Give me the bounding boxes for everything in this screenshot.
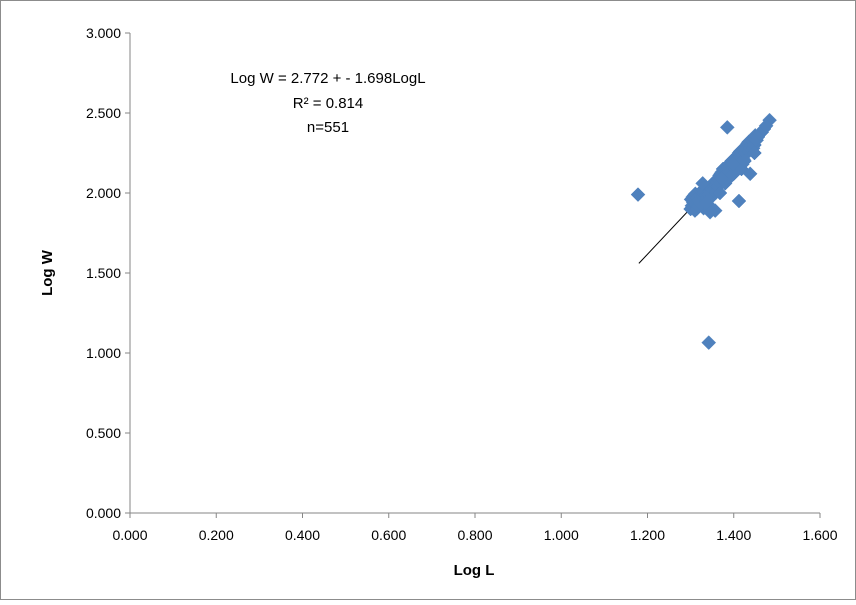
annotation-box: Log W = 2.772 + - 1.698LogL R² = 0.814 n…	[230, 70, 425, 136]
x-axis-ticks: 0.000 0.200 0.400 0.600 0.800 1.000 1.200 1.400…	[112, 513, 838, 543]
x-tick-label: 1.200	[630, 527, 665, 543]
y-axis-label: Log W	[39, 249, 56, 296]
data-point	[701, 335, 717, 350]
x-tick-label: 0.200	[199, 527, 234, 543]
data-point	[747, 145, 762, 161]
data-point	[712, 185, 728, 201]
y-axis-ticks: 0.000 0.500 1.000 1.500 2.000 2.500 3.000	[86, 25, 130, 521]
y-tick-label: 1.500	[86, 265, 121, 281]
sample-size-label: n=551	[307, 119, 349, 136]
y-tick-label: 2.500	[86, 105, 121, 121]
y-tick-label: 0.500	[86, 425, 121, 441]
y-tick-label: 1.000	[86, 345, 121, 361]
x-tick-label: 1.000	[544, 527, 579, 543]
x-tick-label: 1.600	[802, 527, 837, 543]
y-tick-label: 3.000	[86, 25, 121, 41]
regression-equation: Log W = 2.772 + - 1.698LogL	[230, 70, 425, 87]
x-tick-label: 0.000	[112, 527, 147, 543]
r-squared-label: R² = 0.814	[293, 95, 363, 112]
data-point	[714, 171, 730, 186]
data-point	[698, 195, 714, 210]
data-point	[758, 118, 774, 134]
x-tick-label: 0.400	[285, 527, 320, 543]
data-point	[719, 120, 735, 135]
x-tick-label: 1.400	[716, 527, 751, 543]
data-points	[630, 112, 777, 350]
data-point	[695, 176, 711, 191]
y-tick-label: 2.000	[86, 185, 121, 201]
x-axis-label: Log L	[454, 562, 495, 579]
data-point	[731, 193, 747, 209]
data-point	[737, 153, 752, 169]
data-point	[630, 187, 646, 202]
x-tick-label: 0.800	[457, 527, 492, 543]
y-tick-label: 0.000	[86, 505, 121, 521]
x-tick-label: 0.600	[371, 527, 406, 543]
data-point	[725, 156, 741, 172]
